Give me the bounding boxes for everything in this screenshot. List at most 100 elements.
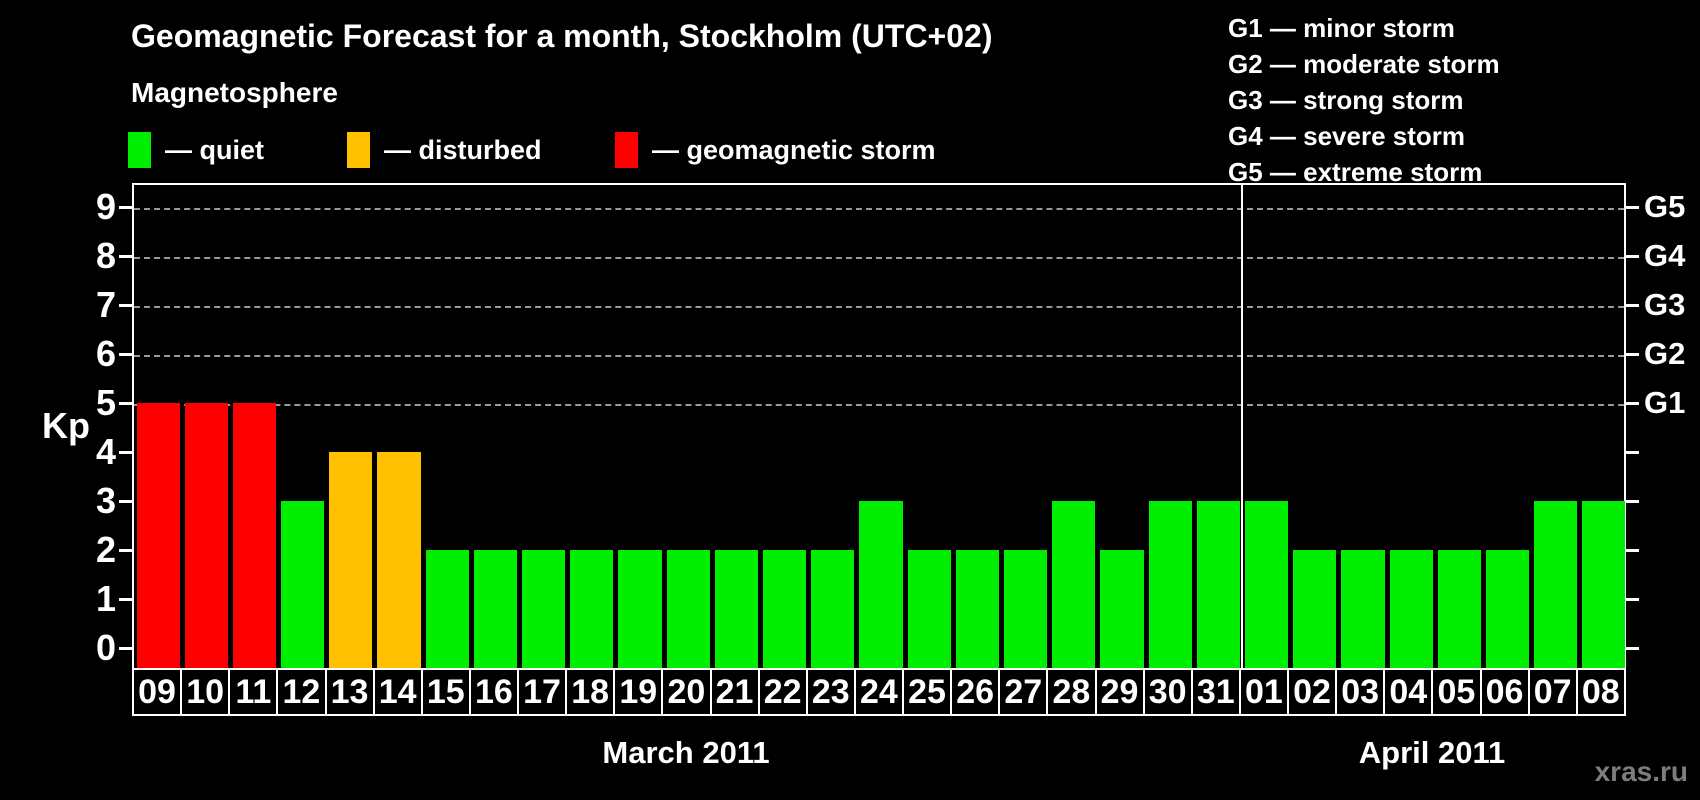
day-cell-18: 18 (565, 668, 616, 716)
legend-item-disturbed: — disturbed (347, 130, 542, 170)
g5-legend-line: G5 — extreme storm (1228, 157, 1483, 187)
y-tick-label-9: 9 (95, 186, 116, 227)
gridline-kp7 (134, 306, 1624, 308)
kp-bar-day-13 (329, 452, 373, 668)
day-cell-19: 19 (613, 668, 664, 716)
kp-bar-day-05 (1437, 550, 1481, 668)
legend-item-quiet: — quiet (128, 130, 264, 170)
kp-bar-day-01 (1244, 501, 1289, 668)
y-tick-label-2: 2 (95, 529, 116, 570)
day-cell-29: 29 (1094, 668, 1145, 716)
g2-legend-line: G2 — moderate storm (1228, 49, 1500, 79)
g1-legend-line: G1 — minor storm (1228, 13, 1455, 43)
day-cell-13: 13 (324, 668, 375, 716)
month-separator-line (1241, 185, 1244, 668)
day-cell-21: 21 (709, 668, 760, 716)
kp-bar-day-29 (1100, 550, 1144, 668)
kp-bar-day-25 (907, 550, 951, 668)
day-cell-27: 27 (998, 668, 1049, 716)
legend-heading: Magnetosphere (131, 77, 338, 108)
kp-bar-day-18 (570, 550, 614, 668)
legend-label-disturbed: — disturbed (384, 134, 542, 165)
day-cell-14: 14 (372, 668, 423, 716)
left-tick-kp7 (119, 304, 132, 307)
right-tick-kp4 (1626, 451, 1639, 454)
kp-bar-day-15 (425, 550, 469, 668)
day-cell-10: 10 (180, 668, 231, 716)
kp-bar-day-06 (1485, 550, 1530, 668)
g-scale-legend: G1 — minor storm G2 — moderate storm G3 … (1228, 10, 1500, 190)
left-tick-kp4 (119, 451, 132, 454)
kp-bar-day-19 (618, 550, 662, 668)
y-tick-label-7: 7 (95, 284, 116, 325)
day-cell-07: 07 (1527, 668, 1578, 716)
kp-bar-day-27 (1003, 550, 1048, 668)
legend-label-quiet: — quiet (165, 134, 264, 165)
day-cell-04: 04 (1383, 668, 1434, 716)
day-cell-23: 23 (805, 668, 856, 716)
right-tick-kp3 (1626, 500, 1639, 503)
kp-bar-day-02 (1293, 550, 1337, 668)
left-tick-kp8 (119, 255, 132, 258)
day-cell-22: 22 (757, 668, 808, 716)
right-axis-label-g4: G4 (1644, 238, 1686, 273)
day-cell-05: 05 (1431, 668, 1482, 716)
kp-bar-day-07 (1534, 501, 1578, 668)
y-axis-label-kp: Kp (42, 405, 90, 446)
right-tick-kp7 (1626, 304, 1639, 307)
right-axis-label-g2: G2 (1644, 336, 1686, 371)
y-tick-label-3: 3 (95, 480, 116, 521)
plot-area (132, 183, 1626, 668)
day-cell-11: 11 (228, 668, 279, 716)
y-tick-label-4: 4 (95, 431, 116, 472)
kp-bar-day-03 (1341, 550, 1385, 668)
right-axis-label-g3: G3 (1644, 287, 1686, 322)
day-cell-02: 02 (1287, 668, 1338, 716)
left-tick-kp5 (119, 402, 132, 405)
left-tick-kp0 (119, 647, 132, 650)
day-cell-03: 03 (1335, 668, 1386, 716)
y-tick-label-0: 0 (95, 627, 116, 668)
kp-bar-day-26 (955, 550, 999, 668)
kp-bar-day-28 (1052, 501, 1096, 668)
day-cell-08: 08 (1575, 668, 1626, 716)
kp-bar-day-24 (859, 501, 903, 668)
right-tick-kp1 (1626, 598, 1639, 601)
day-cell-01: 01 (1238, 668, 1289, 716)
day-cell-15: 15 (420, 668, 471, 716)
y-tick-label-8: 8 (95, 235, 116, 276)
day-cell-25: 25 (902, 668, 953, 716)
gridline-kp8 (134, 257, 1624, 259)
y-tick-label-5: 5 (95, 382, 116, 423)
right-tick-kp2 (1626, 549, 1639, 552)
month-label-april: April 2011 (1358, 735, 1506, 770)
right-tick-kp0 (1626, 647, 1639, 650)
quiet-color-swatch (128, 132, 151, 168)
legend-label-storm: — geomagnetic storm (652, 134, 936, 165)
gridline-kp6 (134, 355, 1624, 357)
day-cell-28: 28 (1046, 668, 1097, 716)
right-tick-kp6 (1626, 353, 1639, 356)
left-tick-kp6 (119, 353, 132, 356)
kp-bar-day-04 (1389, 550, 1433, 668)
storm-color-swatch (615, 132, 638, 168)
kp-bar-day-10 (184, 403, 228, 668)
kp-bar-day-09 (136, 403, 180, 668)
right-tick-kp9 (1626, 206, 1639, 209)
page-title: Geomagnetic Forecast for a month, Stockh… (131, 18, 993, 54)
legend-item-storm: — geomagnetic storm (615, 130, 936, 170)
g3-legend-line: G3 — strong storm (1228, 85, 1464, 115)
kp-bar-day-31 (1196, 501, 1240, 668)
y-tick-label-1: 1 (95, 578, 116, 619)
gridline-kp5 (134, 404, 1624, 406)
left-tick-kp9 (119, 206, 132, 209)
day-cell-26: 26 (950, 668, 1001, 716)
kp-bar-day-30 (1148, 501, 1192, 668)
kp-bar-day-16 (473, 550, 518, 668)
day-cell-30: 30 (1142, 668, 1193, 716)
kp-bar-day-21 (714, 550, 758, 668)
right-axis-label-g5: G5 (1644, 189, 1686, 224)
disturbed-color-swatch (347, 132, 370, 168)
kp-bar-day-17 (522, 550, 566, 668)
